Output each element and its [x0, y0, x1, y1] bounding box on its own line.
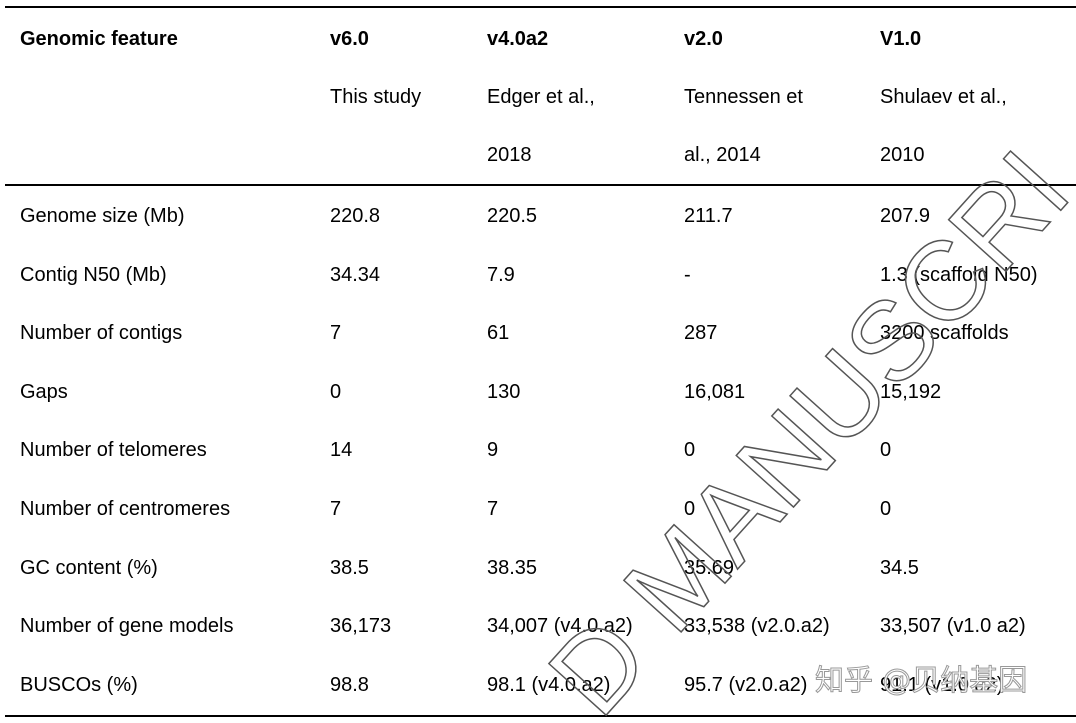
table-cell: 7 — [330, 322, 342, 345]
table-cell: 15,192 — [880, 380, 942, 403]
table-cell: 220.5 — [487, 205, 538, 227]
table-cell: 95.7 (v2.0.a2) — [684, 673, 808, 696]
row-label: BUSCOs (%) — [20, 673, 138, 696]
table-cell: 0 — [330, 380, 342, 403]
table-cell: 207.9 — [880, 205, 931, 227]
table-cell: 7 — [330, 498, 342, 520]
column-source: 2018 — [487, 144, 532, 166]
table-cell: 34,007 (v4.0.a2) — [487, 615, 633, 638]
row-label: Number of centromeres — [20, 498, 231, 520]
table-cell: 0 — [880, 439, 892, 462]
column-source: Tennessen et — [684, 86, 803, 108]
table-cell: 33,538 (v2.0.a2) — [684, 615, 830, 638]
table-cell: 9 — [487, 439, 499, 462]
column-source: This study — [330, 86, 422, 108]
table-cell: 38.5 — [330, 556, 369, 579]
table-cell: 38.35 — [487, 556, 538, 579]
table-cell: 0 — [880, 498, 892, 520]
row-label: Number of contigs — [20, 322, 183, 345]
table-cell: 61 — [487, 322, 510, 345]
table-cell: 91.1 (v1.0 a2) — [880, 673, 1004, 696]
row-label: Contig N50 (Mb) — [20, 263, 167, 286]
table-cell: 1.3 (scaffold N50) — [880, 263, 1038, 286]
table-cell: 287 — [684, 322, 718, 345]
column-source: 2010 — [880, 144, 925, 166]
table-cell: 220.8 — [330, 205, 381, 227]
table-cell: 7.9 — [487, 263, 515, 286]
header-rule — [5, 184, 1076, 186]
table-cell: 130 — [487, 380, 521, 403]
column-header: Genomic feature — [20, 28, 178, 50]
table-cell: 3200 scaffolds — [880, 322, 1009, 345]
column-header: v4.0a2 — [487, 28, 549, 50]
table-cell: 35.69 — [684, 556, 735, 579]
table-cell: 14 — [330, 439, 353, 462]
row-label: Number of gene models — [20, 615, 234, 638]
table-cell: 34.34 — [330, 263, 381, 286]
table-cell: 0 — [684, 439, 696, 462]
column-header: v2.0 — [684, 28, 723, 50]
column-header: V1.0 — [880, 28, 922, 50]
table-cell: 98.1 (v4.0.a2) — [487, 673, 611, 696]
column-header: v6.0 — [330, 28, 369, 50]
table-cell: 7 — [487, 498, 499, 520]
table-cell: 36,173 — [330, 615, 392, 638]
column-source: Edger et al., — [487, 86, 595, 108]
column-source: al., 2014 — [684, 144, 761, 166]
table-cell: 0 — [684, 498, 696, 520]
table-cell: - — [684, 263, 691, 286]
table-cell: 98.8 — [330, 673, 369, 696]
top-rule — [5, 6, 1076, 8]
table-cell: 34.5 — [880, 556, 919, 579]
row-label: GC content (%) — [20, 556, 158, 579]
table-cell: 33,507 (v1.0 a2) — [880, 615, 1026, 638]
table-cell: 211.7 — [684, 205, 733, 227]
column-source: Shulaev et al., — [880, 86, 1007, 108]
bottom-rule — [5, 715, 1076, 717]
row-label: Genome size (Mb) — [20, 205, 185, 227]
row-label: Number of telomeres — [20, 439, 207, 462]
row-label: Gaps — [20, 380, 68, 403]
table-cell: 16,081 — [684, 380, 746, 403]
